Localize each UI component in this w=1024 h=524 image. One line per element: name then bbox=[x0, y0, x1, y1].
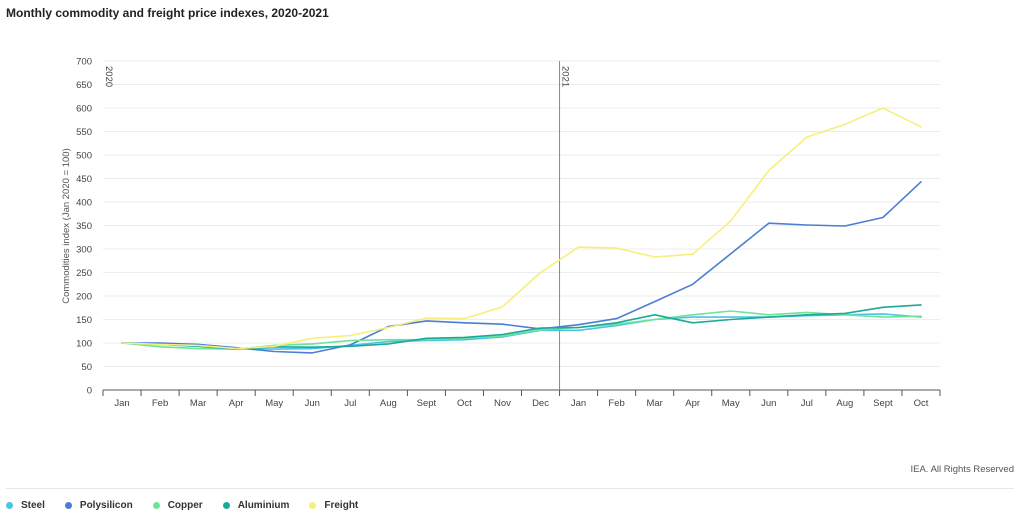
legend-label: Freight bbox=[324, 500, 359, 511]
chart-title: Monthly commodity and freight price inde… bbox=[6, 6, 329, 20]
x-tick-label: May bbox=[265, 398, 283, 409]
x-tick-label: Jan bbox=[114, 398, 129, 409]
line-chart: 0 50 100 150 200 250 300 350 400 450 500 550 600 650 7… bbox=[61, 57, 941, 409]
y-tick-label: 500 bbox=[76, 151, 92, 162]
series-line-freight bbox=[121, 107, 922, 350]
legend-swatch bbox=[222, 502, 230, 509]
x-tick-label: Apr bbox=[229, 398, 244, 409]
legend-separator bbox=[6, 488, 1014, 489]
x-tick-label: Apr bbox=[685, 398, 700, 409]
legend-swatch bbox=[152, 502, 160, 509]
legend-item-steel[interactable]: Steel bbox=[6, 500, 45, 511]
x-tick-label: Oct bbox=[914, 398, 929, 409]
x-tick-label: Jun bbox=[305, 398, 320, 409]
x-tick-label: Dec bbox=[532, 398, 549, 409]
year-divider-label: 2020 bbox=[103, 66, 114, 87]
x-tick-label: Sept bbox=[417, 398, 437, 409]
legend-label: Steel bbox=[21, 500, 45, 511]
y-axis-label: Commodities index (Jan 2020 = 100) bbox=[61, 148, 72, 304]
x-tick-label: Feb bbox=[608, 398, 624, 409]
grid-layer bbox=[103, 60, 940, 367]
year-divider-label: 2021 bbox=[560, 66, 571, 87]
y-tick-label: 350 bbox=[76, 221, 92, 232]
legend-swatch bbox=[309, 502, 317, 509]
y-tick-label: 550 bbox=[76, 127, 92, 138]
series-line-polysilicon bbox=[121, 181, 922, 354]
chart-legend: Steel Polysilicon Copper Aluminium Freight bbox=[6, 500, 378, 511]
x-tick-label: May bbox=[722, 398, 740, 409]
legend-label: Polysilicon bbox=[79, 500, 133, 511]
x-tick-label: Nov bbox=[494, 398, 511, 409]
legend-label: Aluminium bbox=[237, 500, 290, 511]
y-tick-label: 400 bbox=[76, 198, 92, 209]
x-tick-label: Jul bbox=[344, 398, 356, 409]
x-tick-label: Aug bbox=[836, 398, 853, 409]
y-tick-label: 650 bbox=[76, 80, 92, 91]
y-tick-label: 50 bbox=[81, 362, 92, 373]
x-tick-label: Sept bbox=[873, 398, 893, 409]
x-tick-label: Feb bbox=[152, 398, 168, 409]
y-tick-label: 250 bbox=[76, 268, 92, 279]
x-tick-label: Mar bbox=[646, 398, 662, 409]
y-tick-label: 450 bbox=[76, 174, 92, 185]
y-tick-label: 200 bbox=[76, 292, 92, 303]
x-tick-label: Jul bbox=[801, 398, 813, 409]
y-tick-label: 0 bbox=[87, 386, 92, 397]
y-tick-label: 150 bbox=[76, 315, 92, 326]
legend-swatch bbox=[6, 502, 13, 509]
legend-item-polysilicon[interactable]: Polysilicon bbox=[64, 500, 133, 511]
y-tick-label: 700 bbox=[76, 57, 92, 68]
legend-swatch bbox=[64, 502, 72, 509]
x-tick-label: Aug bbox=[380, 398, 397, 409]
legend-item-copper[interactable]: Copper bbox=[152, 500, 203, 511]
legend-item-aluminium[interactable]: Aluminium bbox=[222, 500, 290, 511]
x-tick-label: Oct bbox=[457, 398, 472, 409]
legend-label: Copper bbox=[167, 500, 203, 511]
x-tick-label: Jun bbox=[761, 398, 776, 409]
year-divider-layer: 2020 2021 bbox=[103, 61, 571, 390]
y-tick-label: 100 bbox=[76, 339, 92, 350]
x-tick-label: Jan bbox=[571, 398, 586, 409]
x-tick-label: Mar bbox=[190, 398, 206, 409]
axis-layer: 0 50 100 150 200 250 300 350 400 450 500 550 600 650 7… bbox=[76, 57, 941, 409]
y-tick-label: 600 bbox=[76, 104, 92, 115]
credit-text: IEA. All Rights Reserved bbox=[910, 464, 1015, 475]
series-layer bbox=[121, 107, 922, 354]
legend-item-freight[interactable]: Freight bbox=[309, 500, 358, 511]
y-tick-label: 300 bbox=[76, 245, 92, 256]
